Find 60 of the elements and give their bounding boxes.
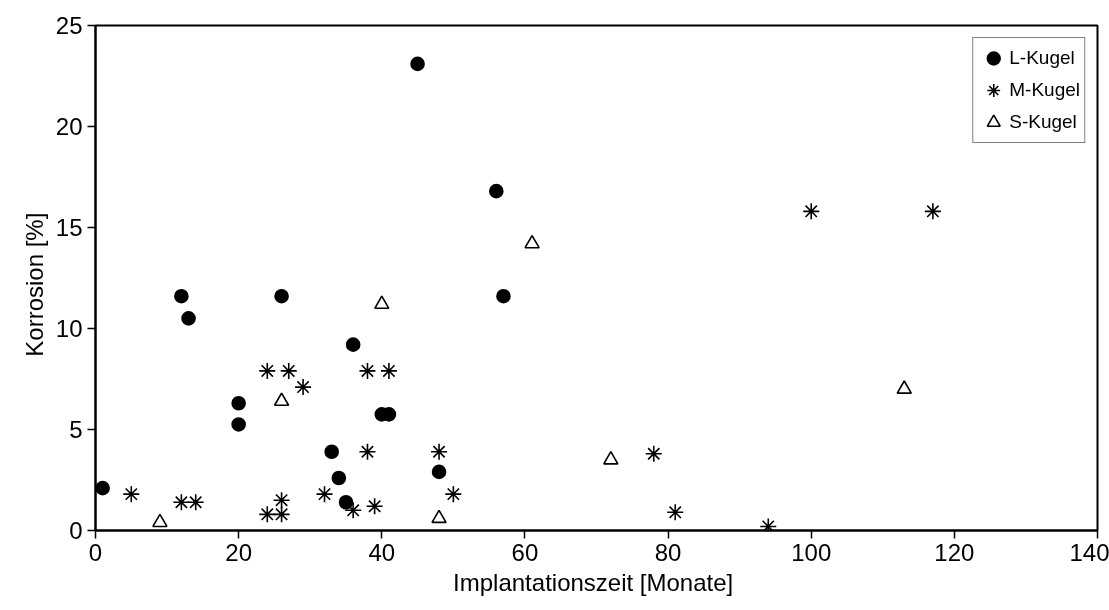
point <box>172 493 191 512</box>
point <box>272 491 291 509</box>
point <box>924 202 942 221</box>
point <box>430 442 448 461</box>
point <box>358 362 377 380</box>
point <box>338 494 354 510</box>
x-tick-label: 20 <box>225 538 252 566</box>
point <box>258 505 277 524</box>
point <box>279 362 298 380</box>
point <box>315 485 334 503</box>
point <box>802 202 821 221</box>
y-tick-label: 25 <box>55 12 83 39</box>
x-tick-label: 120 <box>934 538 975 566</box>
point <box>273 392 290 407</box>
point <box>444 485 463 503</box>
point <box>410 56 425 72</box>
point <box>358 442 377 461</box>
y-tick-label: 10 <box>55 315 83 342</box>
point <box>174 288 189 304</box>
legend-label: L-Kugel <box>1009 46 1075 70</box>
point <box>373 295 390 310</box>
y-axis-title: Korrosion [%] <box>20 212 48 357</box>
point <box>294 378 312 396</box>
point <box>524 234 540 249</box>
point <box>344 501 362 520</box>
legend-label: S-Kugel <box>1009 110 1077 134</box>
y-tick-label: 15 <box>55 214 83 241</box>
y-tick-label: 20 <box>55 113 83 140</box>
point <box>231 395 246 411</box>
point <box>95 480 110 496</box>
point <box>431 509 447 524</box>
x-tick-label: 140 <box>1069 538 1109 566</box>
point <box>186 493 205 512</box>
point <box>431 464 447 480</box>
point <box>496 288 511 304</box>
point <box>896 380 913 394</box>
point <box>644 444 663 463</box>
x-tick-label: 60 <box>511 538 539 566</box>
point <box>181 311 196 326</box>
y-tick-label: 5 <box>69 416 83 443</box>
point <box>345 337 361 352</box>
y-tick-label: 0 <box>69 517 83 544</box>
x-tick-label: 40 <box>368 538 396 566</box>
x-axis-title: Implantationszeit [Monate] <box>453 568 734 596</box>
point <box>152 513 168 528</box>
point <box>122 485 141 503</box>
point <box>258 362 277 380</box>
point <box>331 470 347 486</box>
point <box>324 444 339 460</box>
x-tick-label: 80 <box>654 538 682 566</box>
legend-label: M-Kugel <box>1009 78 1080 102</box>
x-tick-label: 0 <box>88 538 103 566</box>
point <box>380 362 398 380</box>
point <box>489 183 504 199</box>
point <box>231 417 246 432</box>
point <box>272 505 291 524</box>
point <box>365 497 384 516</box>
point <box>274 288 289 304</box>
x-tick-label: 100 <box>791 538 832 566</box>
point <box>666 503 685 522</box>
